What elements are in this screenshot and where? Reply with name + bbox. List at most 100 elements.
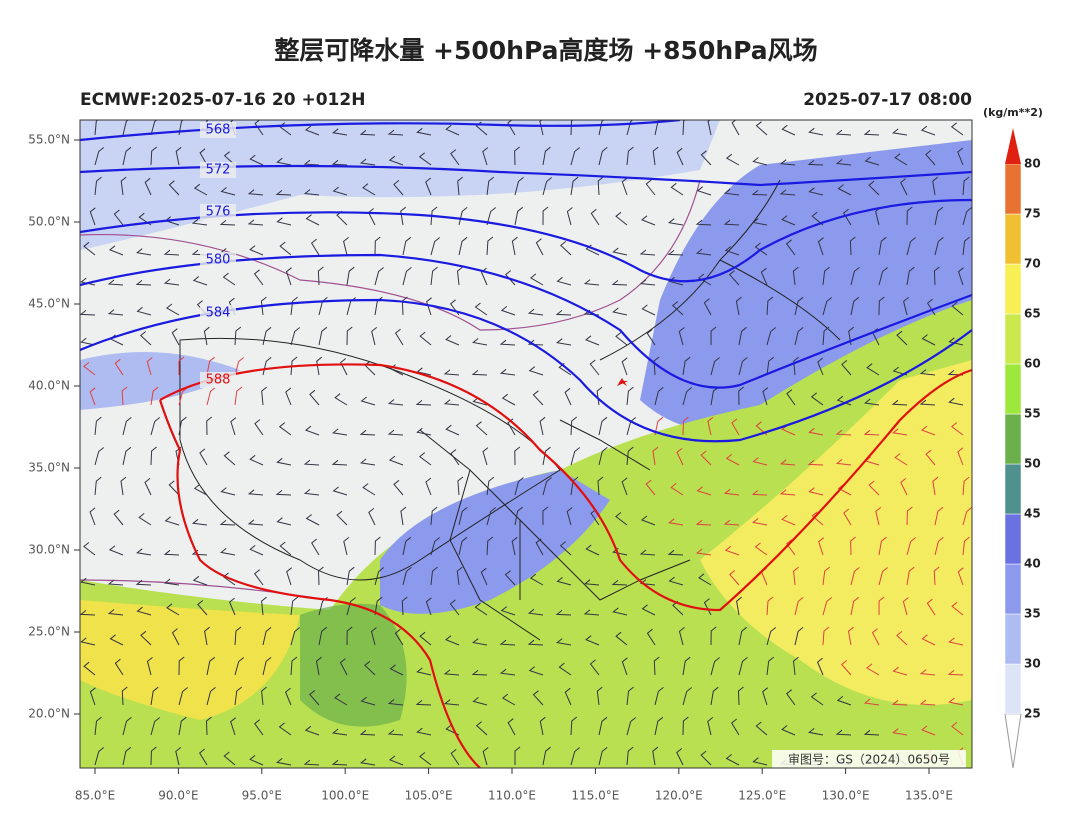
barb xyxy=(114,358,124,376)
barb xyxy=(499,368,516,376)
contour-label-bg xyxy=(200,305,236,321)
barb xyxy=(107,579,124,586)
height-contour xyxy=(80,120,681,142)
border xyxy=(179,337,561,581)
barb xyxy=(362,483,376,496)
barb xyxy=(652,446,659,466)
barb xyxy=(286,567,293,586)
barb xyxy=(178,687,188,706)
barb xyxy=(752,518,768,526)
colorbar-segment xyxy=(1004,163,1022,215)
barb xyxy=(290,356,298,376)
barb xyxy=(891,699,908,706)
barb xyxy=(499,639,516,646)
colorbar-label: 60 xyxy=(1024,357,1041,371)
barb xyxy=(163,549,180,556)
lat-label: 45.0°N xyxy=(28,297,70,311)
pw-area xyxy=(80,120,720,250)
barb xyxy=(346,566,355,586)
barb xyxy=(811,511,824,526)
barb xyxy=(934,506,944,526)
barb xyxy=(566,507,573,526)
barb xyxy=(626,686,634,706)
barb xyxy=(193,484,208,496)
height-contour xyxy=(80,253,972,389)
barb xyxy=(682,656,691,676)
barb xyxy=(254,419,264,436)
barb xyxy=(896,330,908,346)
barb xyxy=(253,269,264,286)
barb xyxy=(234,357,245,376)
barb xyxy=(220,548,236,556)
barb xyxy=(175,146,182,166)
barb xyxy=(626,446,634,466)
barb xyxy=(290,327,301,346)
barb xyxy=(416,127,432,136)
barb xyxy=(903,297,909,316)
barb xyxy=(223,451,236,466)
barb xyxy=(122,446,132,466)
barb xyxy=(731,418,740,436)
barb xyxy=(951,722,964,736)
barb xyxy=(755,721,768,736)
credit-bg xyxy=(772,750,966,768)
barb xyxy=(598,747,608,766)
barb xyxy=(458,207,468,226)
barb xyxy=(596,686,603,706)
barb xyxy=(527,639,544,646)
barb xyxy=(456,566,463,586)
barb xyxy=(906,506,913,526)
barb xyxy=(223,751,236,766)
barb xyxy=(793,356,800,376)
barb xyxy=(475,721,488,736)
barb xyxy=(261,386,268,406)
barb xyxy=(331,728,348,736)
barb xyxy=(817,237,824,256)
barb xyxy=(754,242,768,256)
barb xyxy=(682,716,689,736)
barb xyxy=(457,176,464,196)
barb xyxy=(146,657,153,676)
barb xyxy=(486,176,495,196)
barb xyxy=(755,121,768,136)
barb xyxy=(868,480,880,496)
barb xyxy=(766,296,774,316)
barb xyxy=(94,476,102,496)
barb xyxy=(500,606,516,616)
barb xyxy=(279,241,292,256)
barb xyxy=(450,749,460,766)
barb xyxy=(499,339,516,346)
barb xyxy=(276,457,292,466)
barb xyxy=(197,600,208,616)
barb xyxy=(808,127,824,136)
barb xyxy=(83,362,96,376)
colorbar-segment xyxy=(1004,363,1022,415)
barb xyxy=(654,416,664,436)
barb xyxy=(374,267,384,286)
barb xyxy=(766,356,775,376)
barb xyxy=(682,687,693,706)
barb xyxy=(387,429,404,436)
barb xyxy=(641,304,656,316)
barb xyxy=(150,386,159,406)
barb xyxy=(317,266,324,286)
border xyxy=(599,179,841,361)
barb xyxy=(668,518,684,526)
barb xyxy=(400,506,407,526)
colorbar-segment xyxy=(1004,313,1022,365)
barb xyxy=(150,686,159,706)
barb xyxy=(107,309,124,316)
barb xyxy=(331,159,348,166)
barb xyxy=(950,122,964,136)
lon-label: 85.0°E xyxy=(75,789,115,803)
pw-area xyxy=(380,470,610,614)
barb xyxy=(290,627,301,646)
barb xyxy=(667,250,684,256)
barb xyxy=(542,146,551,166)
barb xyxy=(539,120,544,136)
barb xyxy=(560,241,572,256)
barb xyxy=(951,601,964,616)
barb xyxy=(641,215,656,226)
barb xyxy=(556,638,572,646)
barb xyxy=(707,416,714,436)
